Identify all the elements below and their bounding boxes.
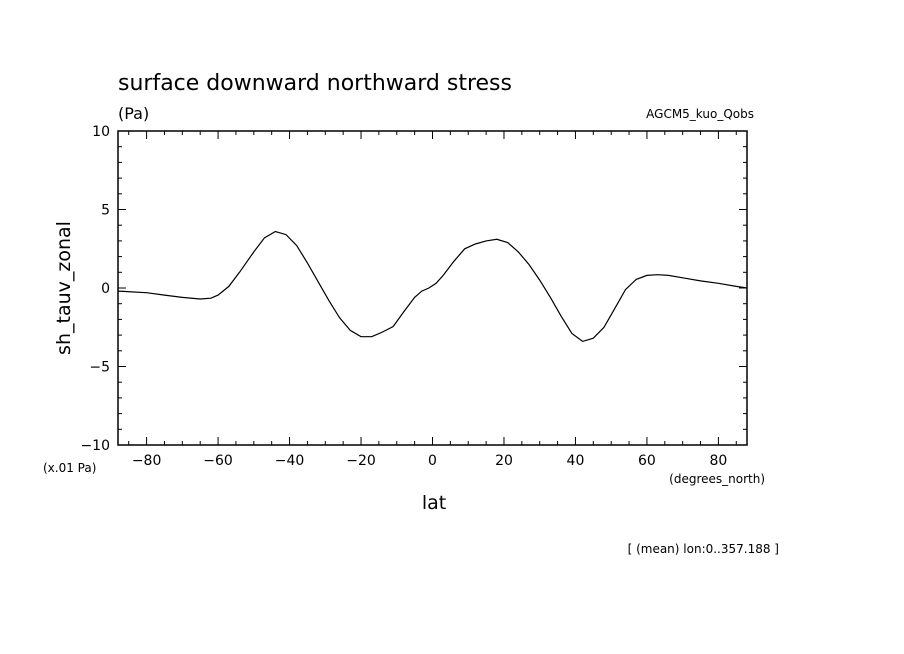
x-tick-label: −80 (132, 453, 162, 469)
axis-ticks (118, 131, 747, 445)
plot-frame (117, 130, 748, 446)
chart-title: surface downward northward stress (118, 71, 512, 96)
x-tick-label: 60 (638, 453, 656, 469)
footnote: [ (mean) lon:0..357.188 ] (628, 542, 779, 556)
axis-tick-labels: −80 −60 −40 −20 0 20 40 60 80 −10 −5 0 5 10 (80, 124, 727, 469)
series-line (117, 230, 748, 343)
y-scale-note: (x.01 Pa) (43, 461, 96, 475)
y-tick-label: 10 (92, 124, 110, 140)
x-tick-label: −20 (346, 453, 376, 469)
model-label: AGCM5_kuo_Qobs (646, 107, 754, 121)
x-tick-label: 20 (495, 453, 513, 469)
y-axis-label: sh_tauv_zonal (53, 221, 75, 355)
x-tick-label: 80 (709, 453, 727, 469)
x-tick-label: −40 (275, 453, 305, 469)
units-label: (Pa) (118, 104, 149, 123)
y-tick-label: −10 (80, 438, 110, 454)
x-units-label: (degrees_north) (669, 472, 765, 486)
y-tick-label: 0 (101, 281, 110, 297)
y-tick-label: 5 (101, 203, 110, 219)
x-tick-label: 0 (428, 453, 437, 469)
x-axis-label: lat (422, 492, 446, 514)
x-tick-label: 40 (567, 453, 585, 469)
y-tick-label: −5 (89, 360, 110, 376)
x-tick-label: −60 (203, 453, 233, 469)
